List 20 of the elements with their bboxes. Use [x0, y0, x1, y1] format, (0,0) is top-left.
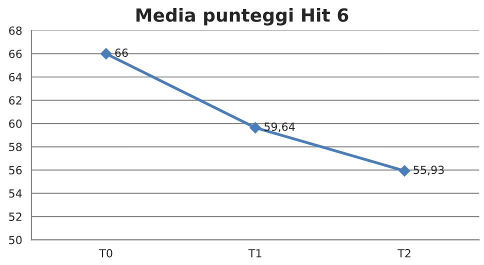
y-tick-label: 54 — [9, 189, 22, 198]
x-tick-label: T1 — [248, 249, 262, 258]
y-tick-label: 62 — [9, 96, 22, 105]
x-tick-label: T2 — [398, 249, 410, 258]
point — [100, 48, 112, 60]
y-tick-label: 52 — [9, 212, 22, 221]
data-label: 55,93 — [414, 166, 444, 176]
y-tick-label: 68 — [9, 26, 22, 35]
x-tick-label: T0 — [99, 249, 112, 258]
point — [250, 122, 261, 134]
point — [398, 165, 410, 176]
y-tick-label: 60 — [9, 119, 22, 128]
y-tick-label: 50 — [9, 236, 22, 244]
chart-title: Media punteggi Hit 6 — [136, 8, 348, 26]
y-tick-label: 64 — [9, 72, 22, 82]
data-label: 66 — [115, 48, 128, 57]
y-tick-label: 56 — [9, 166, 22, 174]
data-label: 59,64 — [264, 122, 295, 132]
y-tick-label: 66 — [9, 50, 22, 58]
y-tick-label: 58 — [9, 142, 22, 152]
